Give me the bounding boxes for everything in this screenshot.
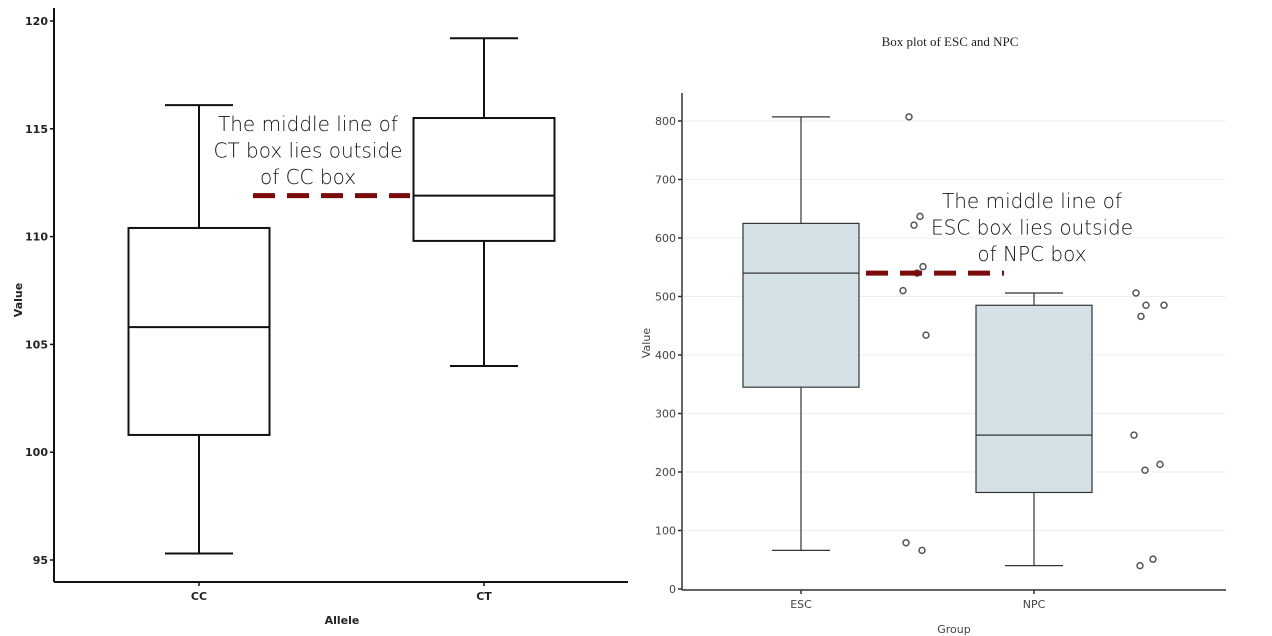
y-tick-label: 300 — [655, 408, 676, 421]
data-point — [1156, 460, 1164, 469]
y-tick-label: 500 — [655, 291, 676, 304]
data-point — [1136, 561, 1144, 570]
data-point — [922, 331, 930, 339]
box-cc — [127, 226, 271, 436]
data-point — [916, 212, 924, 221]
x-tick-label: CT — [476, 590, 492, 603]
data-point — [910, 221, 918, 229]
data-point — [902, 539, 910, 547]
data-point — [905, 113, 913, 121]
annotation-text: The middle line of — [942, 189, 1122, 213]
y-tick-label: 105 — [25, 338, 48, 351]
y-tick-label: 120 — [25, 15, 48, 28]
y-axis-label: Value — [640, 328, 653, 358]
data-point — [1132, 289, 1140, 297]
data-point — [918, 546, 926, 555]
annotation-text: ESC box lies outside — [931, 216, 1133, 240]
x-axis-label: Group — [937, 623, 971, 636]
y-tick-label: 95 — [33, 554, 48, 567]
annotation-text: The middle line of — [218, 112, 398, 136]
annotation-text: of CC box — [260, 165, 356, 189]
box-npc — [975, 304, 1093, 494]
data-point — [1142, 301, 1150, 310]
y-tick-label: 200 — [655, 466, 676, 479]
box-ct — [412, 117, 556, 242]
y-tick-label: 100 — [655, 525, 676, 538]
data-point — [1137, 312, 1145, 321]
data-point — [1149, 555, 1157, 563]
y-tick-label: 0 — [669, 583, 676, 596]
x-tick-label: ESC — [790, 598, 812, 611]
y-tick-label: 700 — [655, 174, 676, 187]
y-tick-label: 600 — [655, 232, 676, 245]
y-tick-label: 400 — [655, 349, 676, 362]
annotation-text: CT box lies outside — [214, 139, 403, 163]
annotation-text: of NPC box — [977, 242, 1086, 266]
right-box-plot: 0 100 200 300 400 500 600 700 800 ESC NPC Group Valu… — [640, 34, 1226, 636]
data-point — [919, 262, 927, 271]
chart-title: Box plot of ESC and NPC — [882, 34, 1019, 49]
x-tick-label: CC — [191, 590, 207, 603]
y-tick-label: 115 — [25, 123, 48, 136]
data-point — [1130, 431, 1138, 439]
y-axis-label: Value — [12, 283, 25, 317]
left-box-plot: 95 100 105 110 115 120 CC CT Allele Value The midd… — [12, 8, 628, 627]
y-tick-label: 100 — [25, 446, 48, 459]
y-tick-label: 110 — [25, 231, 48, 244]
box-esc — [742, 222, 860, 388]
x-tick-label: NPC — [1023, 598, 1046, 611]
x-axis-label: Allele — [325, 614, 360, 627]
data-point — [1141, 466, 1149, 474]
data-point — [1160, 301, 1168, 310]
y-tick-label: 800 — [655, 115, 676, 128]
data-point — [899, 286, 907, 295]
